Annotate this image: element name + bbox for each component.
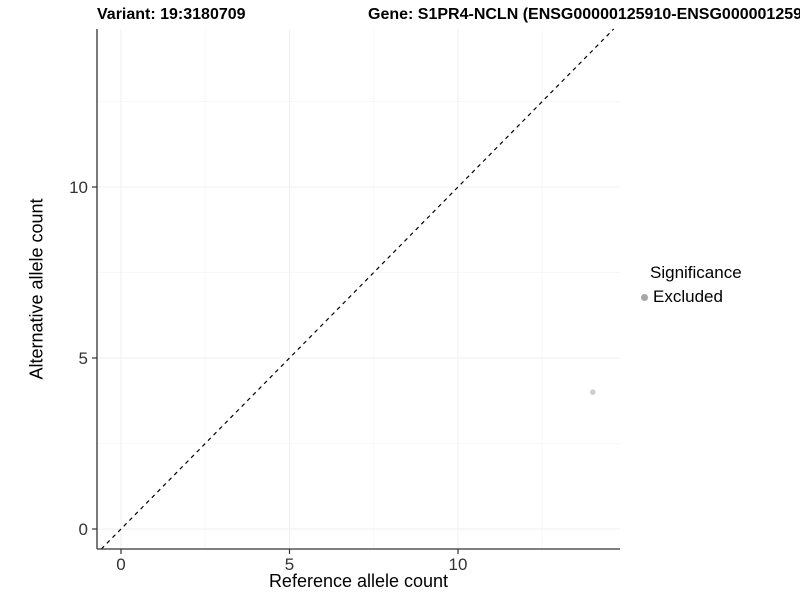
x-tick-label: 0	[116, 555, 125, 574]
legend-key-dot	[641, 293, 648, 301]
x-axis-title: Reference allele count	[268, 571, 449, 591]
y-tick-label: 5	[79, 349, 88, 368]
legend-title: Significance	[650, 263, 742, 282]
gene-title: Gene: S1PR4-NCLN (ENSG00000125910-ENSG00…	[368, 6, 800, 23]
y-axis-title: Alternative allele count	[26, 198, 47, 380]
legend-item-label: Excluded	[653, 287, 723, 306]
legend: Significance Excluded	[638, 263, 742, 307]
identity-line	[100, 28, 615, 550]
y-tick-label: 10	[69, 178, 88, 197]
variant-title: Variant: 19:3180709	[97, 6, 246, 23]
x-tick-label: 10	[449, 555, 468, 574]
y-tick-label: 0	[79, 520, 88, 539]
legend-item-excluded: Excluded	[638, 287, 742, 307]
x-tick-label: 5	[285, 555, 294, 574]
data-point	[590, 389, 596, 396]
